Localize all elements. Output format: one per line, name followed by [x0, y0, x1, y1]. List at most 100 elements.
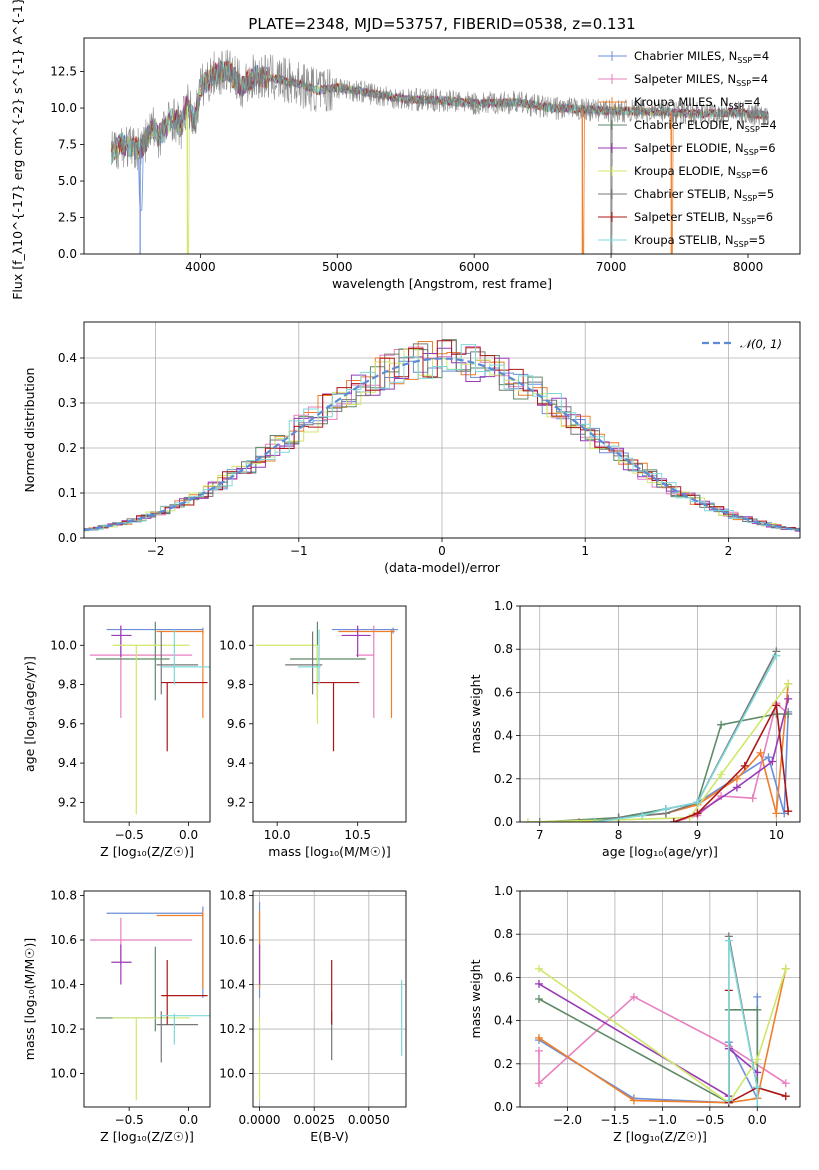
point-k_stelib	[724, 1096, 733, 1105]
axes-frame	[83, 890, 211, 1108]
y-tick-label: 7.5	[58, 138, 77, 152]
point-k_miles	[756, 748, 765, 757]
point-k_elodie	[784, 679, 793, 688]
y-tick-label: 0.4	[494, 729, 513, 743]
normal-curve	[84, 357, 800, 532]
plot-area	[84, 339, 800, 533]
plot-area	[89, 906, 210, 1101]
series-c_miles	[538, 996, 759, 1104]
point-c_elodie	[534, 995, 543, 1003]
histogram-k_stelib	[84, 344, 800, 531]
series-k_elodie	[538, 968, 787, 1104]
y-tick-label: 5.0	[58, 174, 77, 188]
point-s_miles	[534, 1079, 543, 1088]
y-tick-label: 0.4	[494, 1014, 513, 1028]
point-c_elodie	[717, 720, 726, 729]
y-tick-label: 1.0	[494, 599, 513, 613]
point-s_elodie	[732, 783, 741, 792]
series-k_stelib	[594, 655, 778, 822]
point-k_miles	[772, 809, 781, 818]
point-s_stelib	[669, 818, 678, 822]
point-k_miles	[629, 1096, 638, 1105]
y-tick-label: 0.4	[58, 351, 77, 365]
x-tick-label: 10.5	[344, 828, 371, 842]
x-tick-label: 8000	[733, 260, 764, 274]
axes-frame	[519, 890, 801, 1108]
plot-area	[89, 621, 210, 815]
point-s_stelib	[740, 761, 749, 770]
point-k_miles	[732, 774, 741, 783]
panel-5: 7 8 9 10 0.0 0.2 0.4 0.6 0.8 1.0 age [log₁₀(age/yr…	[468, 599, 801, 859]
legend-label: Chabrier MILES, NSSP=4	[634, 49, 769, 65]
x-axis-label: age [log₁₀(age/yr)]	[602, 844, 718, 859]
plot-area	[256, 621, 398, 752]
y-tick-label: 10.2	[50, 1022, 77, 1036]
series-c_elodie	[538, 998, 759, 1105]
point-s_elodie	[534, 979, 543, 988]
y-tick-label: 0.6	[494, 970, 513, 984]
point-s_miles	[748, 794, 757, 803]
y-tick-label: 10.0	[50, 101, 77, 115]
y-tick-label: 0.2	[494, 1057, 513, 1071]
panel-2: −2 −1 0 1 2 0.0 0.1 0.2 0.3 0.4 (data-model)/error…	[22, 321, 801, 575]
legend-label: Chabrier STELIB, NSSP=5	[634, 187, 774, 203]
point-k_elodie	[781, 964, 790, 973]
y-tick-label: 0.2	[58, 441, 77, 455]
legend-label: Kroupa MILES, NSSP=4	[634, 95, 760, 111]
axes-frame	[252, 890, 407, 1108]
y-tick-label: 10.6	[50, 933, 77, 947]
legend-label: Salpeter ELODIE, NSSP=6	[634, 141, 776, 157]
x-axis-label: (data-model)/error	[384, 560, 501, 575]
point-s_elodie	[768, 757, 777, 766]
y-axis-label: Flux [f_λ10^{-17} erg cm^{-2} s^{-1} A^{…	[10, 0, 25, 300]
y-tick-label: 0.6	[494, 685, 513, 699]
x-tick-label: 0	[438, 544, 446, 558]
y-tick-label: 0.0	[58, 531, 77, 545]
x-tick-label: −0.5	[695, 1113, 724, 1127]
point-k_stelib	[772, 651, 781, 660]
histogram-s_elodie	[84, 347, 800, 532]
point-k_stelib	[693, 798, 702, 807]
y-tick-label: 9.4	[227, 756, 246, 770]
y-axis-label: mass weight	[468, 959, 483, 1038]
y-tick-label: 10.4	[219, 978, 246, 992]
y-tick-label: 10.8	[50, 888, 77, 902]
x-tick-label: −1.0	[648, 1113, 677, 1127]
point-c_elodie	[753, 1005, 762, 1014]
x-axis-label: Z [log₁₀(Z/Z☉)]	[613, 1129, 707, 1144]
x-tick-label: 1	[581, 544, 589, 558]
x-axis-label: Z [log₁₀(Z/Z☉)]	[100, 844, 194, 859]
x-tick-label: 0.0	[179, 828, 198, 842]
point-k_elodie	[534, 964, 543, 973]
x-tick-label: 0.0000	[239, 1113, 281, 1127]
legend-label: Salpeter STELIB, NSSP=6	[634, 210, 773, 226]
point-k_stelib	[724, 936, 733, 945]
x-axis-label: Z [log₁₀(Z/Z☉)]	[100, 1129, 194, 1144]
legend-label: Kroupa ELODIE, NSSP=6	[634, 164, 768, 180]
chart-title: PLATE=2348, MJD=53757, FIBERID=0538, z=0…	[248, 15, 635, 33]
y-tick-label: 9.2	[58, 795, 77, 809]
y-tick-label: 10.2	[219, 1022, 246, 1036]
point-c_elodie	[784, 710, 793, 718]
x-tick-label: 7	[536, 828, 544, 842]
x-tick-label: −1.5	[600, 1113, 629, 1127]
y-tick-label: 9.2	[227, 795, 246, 809]
point-k_stelib	[638, 811, 647, 820]
x-tick-label: −1	[290, 544, 308, 558]
point-k_elodie	[717, 770, 726, 779]
x-axis-label: wavelength [Angstrom, rest frame]	[332, 276, 552, 291]
point-k_stelib	[661, 805, 670, 814]
panel-6: −0.5 0.0 10.0 10.2 10.4 10.6 10.8 Z [log₁₀(Z/Z☉…	[22, 888, 211, 1144]
y-axis-label: mass [log₁₀(M/M☉)]	[22, 938, 37, 1060]
point-s_stelib	[693, 809, 702, 818]
point-k_stelib	[753, 1103, 762, 1107]
x-tick-label: 7000	[596, 260, 627, 274]
series-k_stelib	[727, 940, 759, 1107]
point-s_stelib	[784, 807, 793, 816]
x-tick-label: 0.0025	[293, 1113, 335, 1127]
point-s_stelib	[781, 1092, 790, 1101]
point-k_stelib	[753, 1083, 762, 1092]
point-s_stelib	[772, 701, 781, 710]
legend-label: Kroupa STELIB, NSSP=5	[634, 233, 765, 249]
